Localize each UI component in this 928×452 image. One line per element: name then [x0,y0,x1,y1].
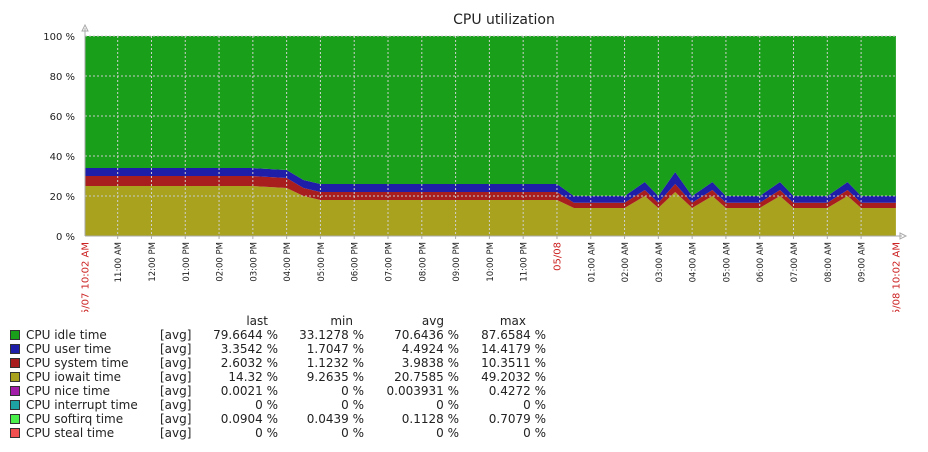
legend-swatch [10,428,20,438]
legend-min: 1.7047 % [306,342,364,356]
legend-avg: 20.7585 % [394,370,459,384]
x-tick-label: 05:00 AM [722,242,732,282]
legend-series-name: CPU iowait time [26,370,122,384]
legend-swatch [10,330,20,340]
legend-avg: 0.003931 % [386,384,459,398]
legend-last: 2.6032 % [220,356,278,370]
legend-series-name: CPU nice time [26,384,111,398]
legend-series-name: CPU softirq time [26,412,124,426]
legend-avg: 0 % [436,426,459,440]
legend-header-min: min [330,314,353,328]
x-tick-label: 06:00 PM [351,242,361,282]
y-axis-arrow [81,23,89,32]
legend-avg: 4.4924 % [401,342,459,356]
x-tick-label: 12:00 PM [148,242,158,282]
x-end-label: 05/08 10:02 AM [892,242,903,312]
legend-min: 0 % [341,398,364,412]
legend-last: 79.6644 % [213,328,278,342]
area-iowait [84,186,896,236]
x-tick-label: 02:00 PM [216,242,226,282]
legend-min: 9.2635 % [306,370,364,384]
legend-header-last: last [246,314,268,328]
x-tick-label: 05/08 [552,242,563,271]
y-tick-label: 100 % [43,32,75,43]
legend-swatch [10,372,20,382]
legend-max: 87.6584 % [481,328,546,342]
x-axis-arrow [899,232,908,240]
legend-swatch [10,414,20,424]
x-tick-label: 03:00 AM [655,242,665,282]
legend-function: [avg] [160,356,192,370]
legend-swatch [10,400,20,410]
y-tick-label: 0 % [56,232,75,243]
x-tick-label: 07:00 PM [385,242,395,282]
legend-last: 3.3542 % [220,342,278,356]
legend-swatch [10,358,20,368]
legend-last: 0.0904 % [220,412,278,426]
y-tick-label: 20 % [50,192,75,203]
x-tick-label: 07:00 AM [790,242,800,282]
legend-max: 0 % [523,426,546,440]
x-tick-label: 08:00 PM [418,242,428,282]
legend-max: 0.7079 % [488,412,546,426]
y-tick-label: 80 % [50,72,75,83]
x-tick-label: 01:00 AM [587,242,597,282]
x-tick-label: 02:00 AM [621,242,631,282]
legend-function: [avg] [160,384,192,398]
legend-max: 10.3511 % [481,356,546,370]
legend-swatch [10,344,20,354]
legend-avg: 3.9838 % [401,356,459,370]
x-tick-label: 10:00 PM [486,242,496,282]
x-tick-label: 04:00 PM [283,242,293,282]
legend-avg: 0.1128 % [401,412,459,426]
x-tick-label: 03:00 PM [249,242,259,282]
legend-max: 49.2032 % [481,370,546,384]
legend-function: [avg] [160,370,192,384]
legend-function: [avg] [160,342,192,356]
legend-header-avg: avg [421,314,444,328]
x-tick-label: 04:00 AM [689,242,699,282]
legend-last: 0 % [255,398,278,412]
chart-title: CPU utilization [453,12,555,28]
x-start-label: 05/07 10:02 AM [81,242,92,312]
legend-series-name: CPU user time [26,342,112,356]
legend-min: 1.1232 % [306,356,364,370]
legend-series-name: CPU steal time [26,426,115,440]
x-tick-label: 05:00 PM [317,242,327,282]
y-tick-label: 60 % [50,112,75,123]
x-tick-label: 11:00 AM [114,242,124,282]
legend-max: 0.4272 % [488,384,546,398]
cpu-chart: CPU utilization 0 % 20 % 40 % 60 % 80 % 100 %… [43,12,908,312]
x-tick-label: 06:00 AM [756,242,766,282]
x-tick-label: 11:00 PM [520,242,530,282]
legend-function: [avg] [160,328,192,342]
legend-series-name: CPU system time [26,356,129,370]
legend-min: 0.0439 % [306,412,364,426]
legend-function: [avg] [160,412,192,426]
legend-last: 14.32 % [228,370,278,384]
legend-max: 0 % [523,398,546,412]
x-tick-label: 09:00 PM [452,242,462,282]
legend-last: 0 % [255,426,278,440]
area-user [84,168,896,203]
x-tick-label: 01:00 PM [182,242,192,282]
x-tick-label: 08:00 AM [824,242,834,282]
legend-min: 0 % [341,384,364,398]
legend-series-name: CPU idle time [26,328,107,342]
legend-series-name: CPU interrupt time [26,398,138,412]
legend-min: 0 % [341,426,364,440]
legend-function: [avg] [160,398,192,412]
legend-header-max: max [499,314,526,328]
legend-function: [avg] [160,426,192,440]
legend-avg: 70.6436 % [394,328,459,342]
legend-last: 0.0021 % [220,384,278,398]
y-tick-label: 40 % [50,152,75,163]
legend-max: 14.4179 % [481,342,546,356]
legend-swatch [10,386,20,396]
legend-avg: 0 % [436,398,459,412]
legend-min: 33.1278 % [299,328,364,342]
x-tick-label: 09:00 AM [858,242,868,282]
